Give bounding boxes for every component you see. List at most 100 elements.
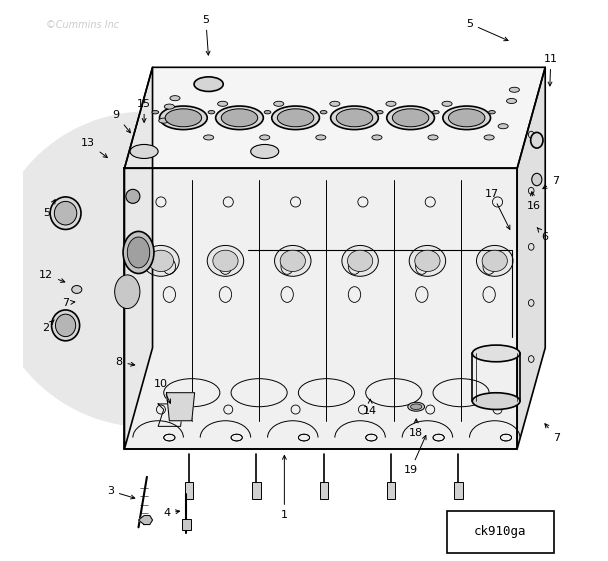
FancyBboxPatch shape [447,511,554,553]
Ellipse shape [72,286,82,293]
Ellipse shape [159,118,169,123]
Ellipse shape [510,88,519,92]
Ellipse shape [250,145,278,159]
Ellipse shape [221,109,258,127]
Text: ck910ga: ck910ga [474,525,527,538]
Text: 8: 8 [116,357,135,367]
Ellipse shape [207,246,244,277]
Ellipse shape [152,111,159,114]
Ellipse shape [506,99,517,104]
Ellipse shape [342,246,378,277]
Text: 15: 15 [137,99,151,122]
Text: 5: 5 [44,200,55,218]
Ellipse shape [218,102,228,107]
Ellipse shape [143,246,179,277]
Ellipse shape [386,102,396,107]
Text: 19: 19 [404,435,426,475]
Text: ©Cummins Inc: ©Cummins Inc [46,20,119,30]
Polygon shape [125,67,545,168]
Text: 18: 18 [409,419,423,438]
Polygon shape [125,168,517,449]
Text: 1: 1 [281,456,288,520]
Ellipse shape [164,104,174,109]
Ellipse shape [443,106,491,130]
Text: 5: 5 [202,15,210,55]
Ellipse shape [531,132,543,148]
Text: 10: 10 [154,379,170,403]
Text: 17: 17 [485,188,510,229]
Ellipse shape [208,111,215,114]
Text: 6: 6 [537,228,549,242]
Ellipse shape [194,77,223,91]
Ellipse shape [348,250,373,272]
Bar [387,482,395,499]
Ellipse shape [165,109,202,127]
Ellipse shape [148,250,173,272]
Ellipse shape [127,237,150,268]
Text: 7: 7 [545,424,560,443]
Polygon shape [125,67,153,449]
Text: 14: 14 [363,399,377,416]
Ellipse shape [115,275,140,309]
Ellipse shape [260,135,270,140]
Text: 4: 4 [163,508,179,518]
Ellipse shape [532,173,542,186]
Ellipse shape [410,404,422,410]
Text: 7: 7 [62,298,75,308]
Ellipse shape [336,109,373,127]
Ellipse shape [498,124,508,128]
Ellipse shape [159,106,207,130]
Ellipse shape [274,102,284,107]
Ellipse shape [170,96,180,101]
Ellipse shape [55,314,75,337]
Ellipse shape [123,231,154,274]
Ellipse shape [316,135,326,140]
Ellipse shape [472,345,520,362]
Ellipse shape [331,106,378,130]
Ellipse shape [408,402,424,411]
Ellipse shape [320,111,327,114]
Ellipse shape [275,246,311,277]
Ellipse shape [449,109,485,127]
Ellipse shape [428,135,438,140]
Text: 13: 13 [81,138,108,158]
Text: 9: 9 [112,110,131,133]
Ellipse shape [472,393,520,410]
Polygon shape [167,393,195,421]
Polygon shape [139,516,153,525]
Text: 5: 5 [466,19,508,41]
Ellipse shape [213,250,238,272]
Text: 11: 11 [544,54,558,86]
Ellipse shape [280,250,305,272]
Ellipse shape [50,197,81,229]
Circle shape [0,112,304,426]
Ellipse shape [489,111,496,114]
Ellipse shape [216,106,263,130]
Ellipse shape [264,111,271,114]
Bar [454,482,463,499]
Bar [185,482,193,499]
Bar [320,482,328,499]
Ellipse shape [330,102,340,107]
Text: 12: 12 [39,270,65,282]
Ellipse shape [477,246,513,277]
Ellipse shape [372,135,382,140]
Polygon shape [517,67,545,449]
Text: 16: 16 [527,192,541,211]
Ellipse shape [392,109,429,127]
Ellipse shape [482,250,507,272]
Ellipse shape [484,135,494,140]
Ellipse shape [376,111,383,114]
Ellipse shape [126,190,140,203]
Ellipse shape [387,106,435,130]
Bar [182,519,191,530]
Ellipse shape [409,246,446,277]
Bar [252,482,261,499]
Ellipse shape [277,109,314,127]
Ellipse shape [442,102,452,107]
Ellipse shape [52,310,80,341]
Ellipse shape [272,106,319,130]
Text: 3: 3 [107,486,135,499]
Ellipse shape [415,250,440,272]
Ellipse shape [204,135,213,140]
